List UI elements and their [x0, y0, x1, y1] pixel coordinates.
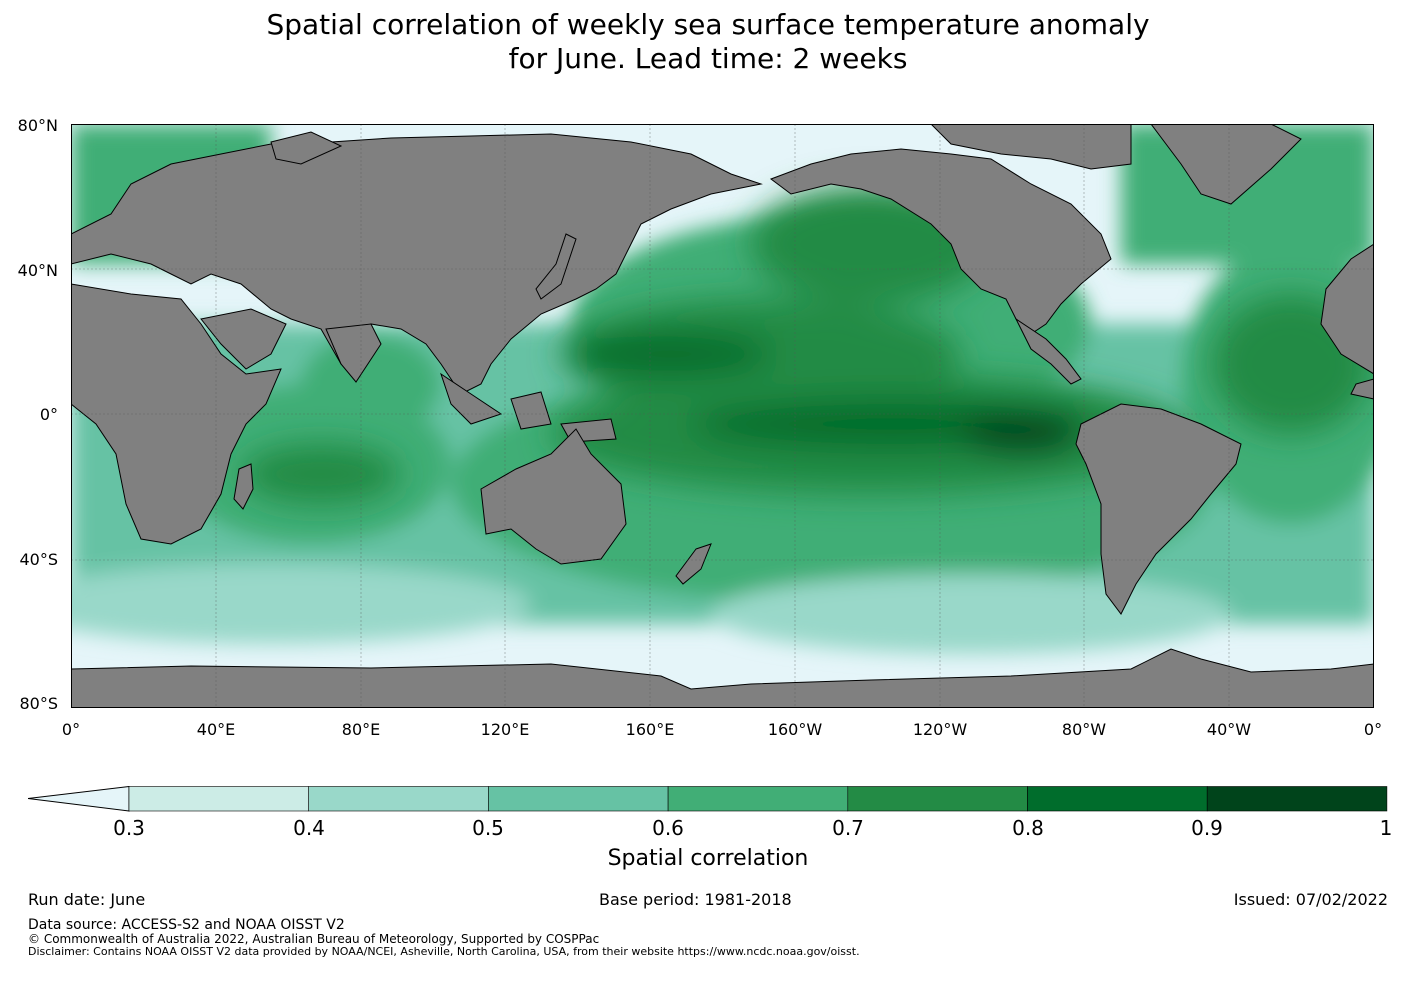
base-period: Base period: 1981-2018 — [599, 890, 792, 909]
colorbar-under-triangle — [28, 786, 130, 812]
colorbar-segment — [1027, 786, 1208, 812]
lat-label-80n: 80°N — [17, 116, 58, 135]
lon-label-0: 0° — [61, 720, 81, 739]
disclaimer: Disclaimer: Contains NOAA OISST V2 data … — [28, 945, 860, 958]
lon-label-160w: 160°W — [767, 720, 823, 739]
colorbar-tick-7: 1 — [1379, 816, 1393, 840]
lat-label-0: 0° — [39, 405, 58, 424]
colorbar-tick-4: 0.7 — [832, 816, 864, 840]
run-date: Run date: June — [28, 890, 146, 909]
colorbar-tick-3: 0.6 — [652, 816, 684, 840]
colorbar-tick-1: 0.4 — [293, 816, 325, 840]
colorbar-segment — [128, 786, 309, 812]
graticule — [71, 124, 1374, 708]
copyright-notice: © Commonwealth of Australia 2022, Austra… — [28, 932, 600, 946]
colorbar-segment — [847, 786, 1028, 812]
lon-label-80e: 80°E — [341, 720, 381, 739]
title-line-1: Spatial correlation of weekly sea surfac… — [266, 8, 1150, 41]
colorbar-segment — [667, 786, 849, 812]
colorbar-tick-2: 0.5 — [472, 816, 504, 840]
map-title: Spatial correlation of weekly sea surfac… — [0, 8, 1416, 76]
issued-date: Issued: 07/02/2022 — [1233, 890, 1388, 909]
lon-label-40w: 40°W — [1206, 720, 1252, 739]
title-line-2: for June. Lead time: 2 weeks — [508, 42, 908, 75]
lon-label-40e: 40°E — [196, 720, 236, 739]
colorbar-tick-0: 0.3 — [113, 816, 145, 840]
lat-label-40s: 40°S — [19, 550, 58, 569]
colorbar-tick-5: 0.8 — [1012, 816, 1044, 840]
data-source: Data source: ACCESS-S2 and NOAA OISST V2 — [28, 917, 345, 933]
colorbar-tick-6: 0.9 — [1191, 816, 1223, 840]
lon-label-80w: 80°W — [1061, 720, 1107, 739]
colorbar-segment — [488, 786, 669, 812]
colorbar — [28, 786, 1388, 812]
lat-label-40n: 40°N — [17, 261, 58, 280]
lon-label-0-right: 0° — [1363, 720, 1383, 739]
colorbar-segment — [308, 786, 489, 812]
map-frame — [71, 124, 1374, 708]
lon-label-160e: 160°E — [625, 720, 675, 739]
lat-label-80s: 80°S — [19, 694, 58, 713]
lon-label-120e: 120°E — [480, 720, 530, 739]
lon-label-120w: 120°W — [912, 720, 968, 739]
correlation-map — [71, 124, 1374, 708]
colorbar-label: Spatial correlation — [607, 846, 809, 871]
colorbar-segment — [1206, 786, 1388, 812]
